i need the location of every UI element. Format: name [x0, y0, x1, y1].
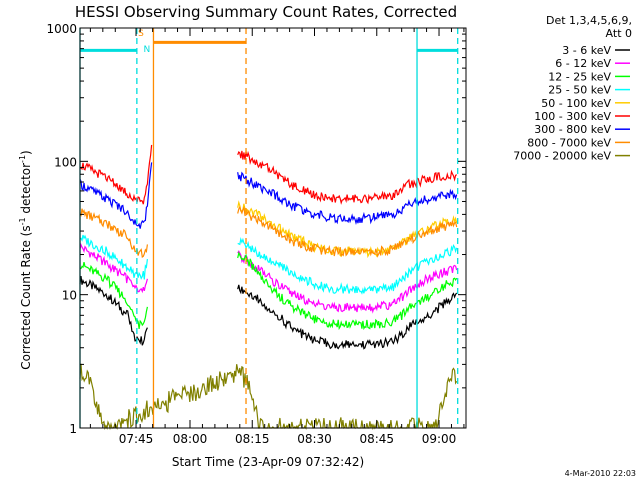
- series-line: [237, 200, 458, 259]
- axes: 1 10 100 1000 07:45 08:00 08:15 08:30 08:45 09:00: [46, 22, 467, 446]
- legend-item-label: 12 - 25 keV: [548, 70, 611, 83]
- y-tick-label: 100: [54, 155, 77, 169]
- legend-item-label: 6 - 12 keV: [555, 57, 611, 70]
- flag-label: S: [138, 29, 144, 39]
- axes-frame: [79, 27, 467, 429]
- chart-title: HESSI Observing Summary Count Rates, Cor…: [75, 3, 457, 21]
- legend-item-label: 100 - 300 keV: [534, 110, 611, 123]
- plot-area: [79, 144, 458, 431]
- series-line: [237, 171, 458, 225]
- series-line: [237, 205, 458, 258]
- x-tick-label: 08:00: [173, 432, 208, 446]
- series-line: [79, 208, 148, 258]
- y-axis-label-sup: -1: [18, 217, 27, 225]
- y-tick-label: 10: [62, 289, 77, 303]
- series-line: [79, 261, 148, 329]
- y-axis-label-part: detector: [19, 163, 33, 218]
- series-line: [237, 236, 458, 295]
- legend-header-line: Att 0: [606, 27, 632, 40]
- series-line: [79, 242, 148, 294]
- series-line: [237, 284, 458, 350]
- x-tick-label: 07:45: [119, 432, 154, 446]
- legend-header-line: Det 1,3,4,5,6,9,: [546, 14, 632, 27]
- x-tick-label: 08:45: [359, 432, 394, 446]
- flag-label: N: [143, 45, 150, 55]
- legend-item-label: 300 - 800 keV: [534, 123, 611, 136]
- series-line: [237, 250, 458, 314]
- series-line: [237, 251, 458, 331]
- svg-text:Corrected Count Rate (s-1 dete: Corrected Count Rate (s-1 detector-1): [18, 150, 33, 369]
- legend-item-label: 3 - 6 keV: [562, 44, 611, 57]
- legend-item-label: 800 - 7000 keV: [527, 136, 611, 149]
- legend-item-label: 50 - 100 keV: [541, 97, 611, 110]
- x-tick-label: 08:15: [235, 432, 270, 446]
- y-axis-label-sup: -1: [18, 155, 27, 163]
- series-line: [237, 150, 458, 205]
- y-axis-label-part: Corrected Count Rate (s: [19, 225, 33, 369]
- y-axis-label: Corrected Count Rate (s-1 detector-1): [18, 150, 33, 369]
- series-line: [79, 144, 153, 205]
- series-line: [79, 234, 148, 280]
- x-tick-label: 08:30: [297, 432, 332, 446]
- x-axis-label: Start Time (23-Apr-09 07:32:42): [172, 455, 364, 469]
- legend-item-label: 7000 - 20000 keV: [513, 150, 611, 163]
- legend-item-label: 25 - 50 keV: [548, 84, 611, 97]
- footnote-date: 4-Mar-2010 22:03: [565, 469, 636, 478]
- y-axis-label-part: ): [19, 150, 33, 155]
- series-line: [79, 276, 148, 346]
- y-tick-label: 1: [69, 422, 77, 436]
- x-tick-label: 09:00: [422, 432, 457, 446]
- y-tick-label: 1000: [46, 22, 77, 36]
- series-line: [79, 162, 153, 229]
